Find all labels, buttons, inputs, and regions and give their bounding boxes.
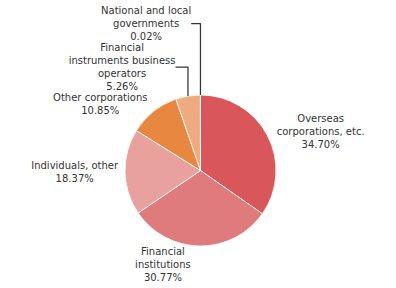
svg-text:National and localgovernments0: National and localgovernments0.02% <box>101 5 191 42</box>
svg-text:Other corporations10.85%: Other corporations10.85% <box>53 92 147 116</box>
svg-text:Financialinstitutions30.77%: Financialinstitutions30.77% <box>135 246 191 283</box>
svg-text:Financialinstruments businesso: Financialinstruments businessoperators5.… <box>69 42 176 92</box>
svg-text:Individuals, other18.37%: Individuals, other18.37% <box>31 160 119 184</box>
svg-text:Overseascorporations, etc.34.7: Overseascorporations, etc.34.70% <box>277 113 365 150</box>
